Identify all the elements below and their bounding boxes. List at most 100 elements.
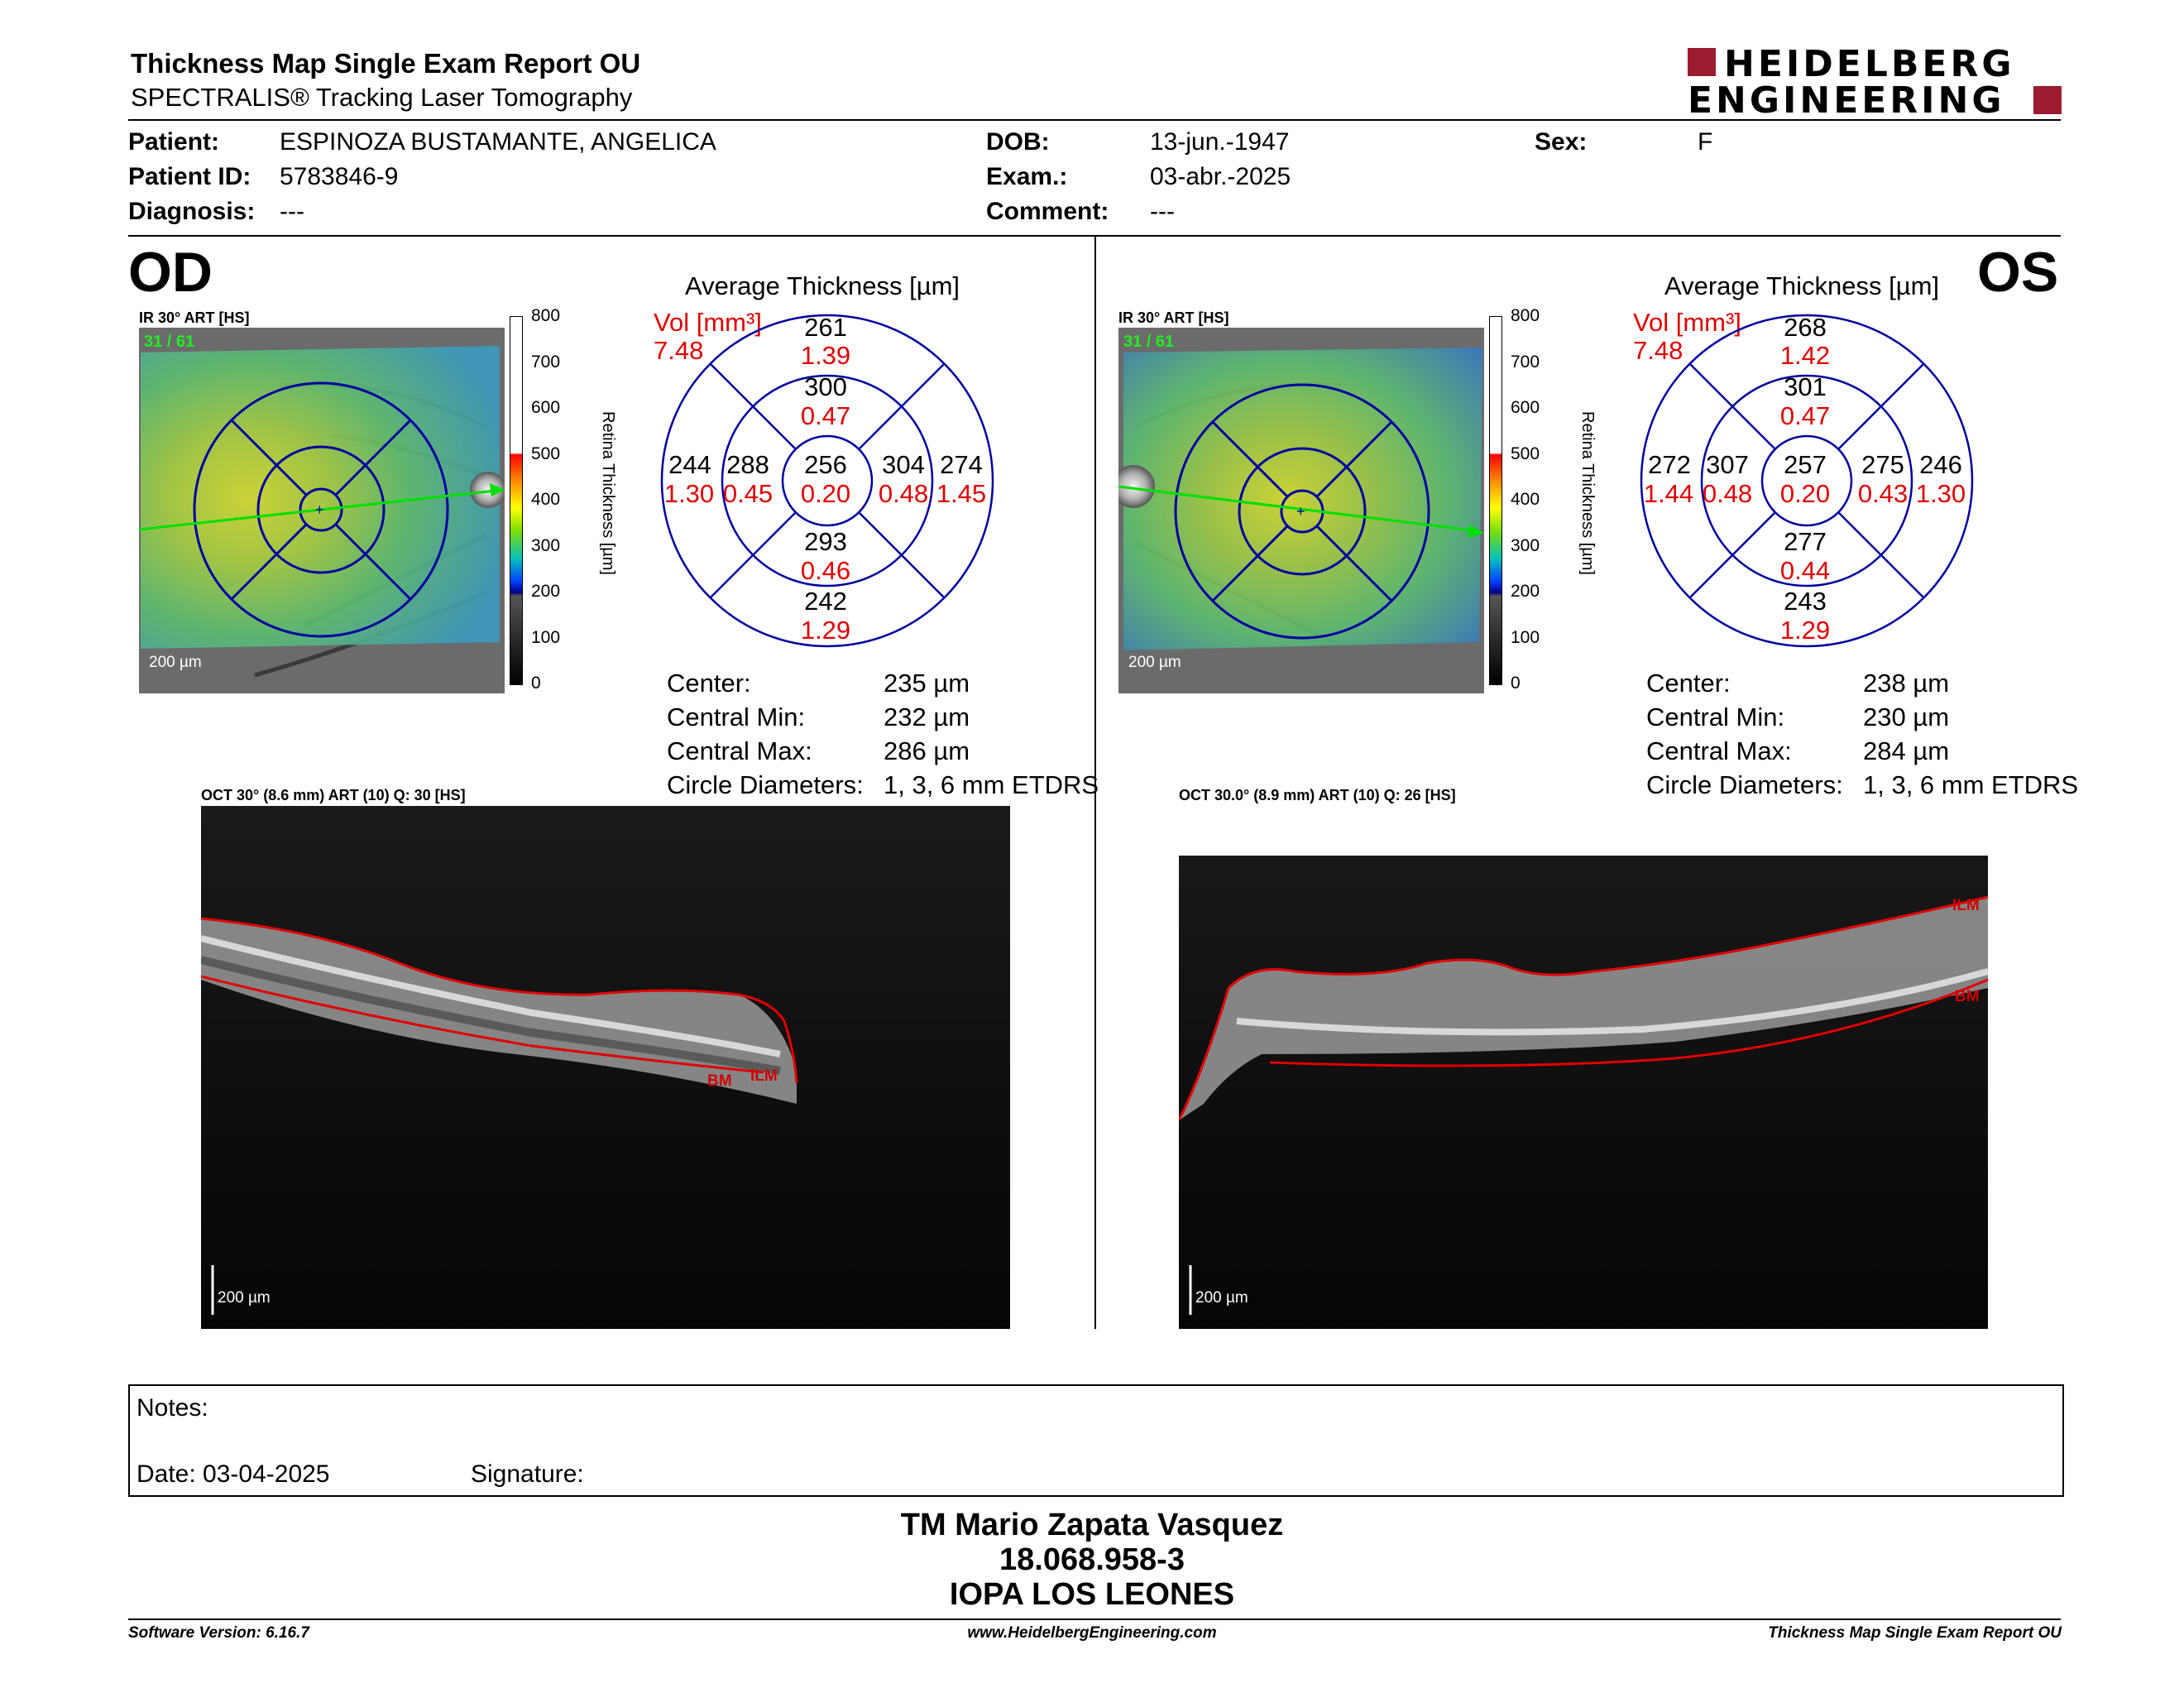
od-stat-max-label: Central Max: xyxy=(667,736,812,765)
os-inner-sup-volume: 0.47 xyxy=(1779,401,1831,430)
od-ir-caption: IR 30° ART [HS] xyxy=(139,309,250,326)
od-inner-inf-thickness: 293 xyxy=(804,527,847,556)
patient-divider xyxy=(128,235,2061,237)
od-tick-200: 200 xyxy=(531,582,561,601)
os-inner-right-volume: 0.43 xyxy=(1857,479,1909,508)
os-outer-inf-thickness: 243 xyxy=(1784,587,1827,616)
signer-id: 18.068.958-3 xyxy=(999,1542,1185,1577)
od-stat-diam-value: 1, 3, 6 mm ETDRS xyxy=(884,770,1099,799)
os-stat-diam-label: Circle Diameters: xyxy=(1646,770,1843,799)
od-oct-image: 200 µm ILM BM xyxy=(201,806,1010,1329)
od-ir-image: + 31 / 61 200 µm xyxy=(138,328,506,693)
os-tick-300: 300 xyxy=(1511,536,1540,555)
os-inner-inf-volume: 0.44 xyxy=(1779,556,1831,585)
signature-label: Signature: xyxy=(471,1460,584,1488)
od-inner-left-volume: 0.45 xyxy=(722,479,774,508)
os-tick-200: 200 xyxy=(1511,582,1540,601)
od-outer-left-volume: 1.30 xyxy=(663,479,715,508)
os-bm-label: BM xyxy=(1955,988,1980,1005)
eye-label-od: OD xyxy=(128,241,213,304)
od-inner-right-volume: 0.48 xyxy=(878,479,929,508)
os-outer-inf-volume: 1.29 xyxy=(1779,616,1831,645)
logo-square-top xyxy=(1688,48,1716,76)
od-tick-700: 700 xyxy=(531,352,561,372)
os-tick-0: 0 xyxy=(1511,674,1521,693)
os-center-volume: 0.20 xyxy=(1779,479,1831,508)
os-inner-right-thickness: 275 xyxy=(1861,450,1904,479)
od-tick-600: 600 xyxy=(531,398,561,417)
od-colorbar-scale xyxy=(510,316,523,685)
os-tick-500: 500 xyxy=(1511,444,1540,463)
od-avg-title: Average Thickness [µm] xyxy=(685,271,960,300)
od-ilm-label: ILM xyxy=(750,1067,778,1085)
os-center-thickness: 257 xyxy=(1784,450,1827,479)
notes-date: Date: 03-04-2025 xyxy=(136,1460,330,1488)
comment-label: Comment: xyxy=(986,198,1109,225)
od-oct-caption: OCT 30° (8.6 mm) ART (10) Q: 30 [HS] xyxy=(201,787,466,803)
svg-text:+: + xyxy=(315,501,324,518)
exam-date: 03-abr.-2025 xyxy=(1150,163,1291,190)
signer-name: TM Mario Zapata Vasquez xyxy=(900,1508,1284,1542)
os-tick-800: 800 xyxy=(1511,306,1540,325)
os-vol-total: 7.48 xyxy=(1633,336,1684,365)
heidelberg-logo: HEIDELBERG ENGINEERING xyxy=(1688,43,2068,122)
eye-divider xyxy=(1094,237,1096,1329)
od-colorbar: 800 700 600 500 400 300 200 100 0 Retina… xyxy=(510,306,617,693)
os-colorbar: 800 700 600 500 400 300 200 100 0 Retina… xyxy=(1489,306,1597,693)
od-thickness-map: + xyxy=(138,328,506,693)
os-stat-min-label: Central Min: xyxy=(1646,703,1785,731)
os-oct-image: 200 µm ILM BM xyxy=(1179,806,1988,1329)
patient-id-label: Patient ID: xyxy=(128,163,251,190)
report-subtitle: SPECTRALIS® Tracking Laser Tomography xyxy=(131,83,633,112)
os-ilm-label: ILM xyxy=(1952,897,1980,914)
os-inner-inf-thickness: 277 xyxy=(1784,527,1827,556)
os-tick-400: 400 xyxy=(1511,490,1540,509)
od-outer-right-thickness: 274 xyxy=(940,450,983,479)
os-inner-sup-thickness: 301 xyxy=(1784,372,1827,401)
os-inner-left-thickness: 307 xyxy=(1706,450,1749,479)
dob: 13-jun.-1947 xyxy=(1150,128,1290,156)
od-ir-scale: 200 µm xyxy=(149,654,202,671)
notes-box[interactable]: Notes: Date: 03-04-2025 Signature: xyxy=(128,1384,2064,1497)
os-ir-quality: 31 / 61 xyxy=(1123,333,1175,351)
os-stat-max-label: Central Max: xyxy=(1646,736,1792,765)
sex: F xyxy=(1698,128,1713,156)
website-link[interactable]: www.HeidelbergEngineering.com xyxy=(967,1624,1217,1642)
os-outer-right-volume: 1.30 xyxy=(1915,479,1966,508)
od-tick-800: 800 xyxy=(531,306,561,325)
od-outer-sup-thickness: 261 xyxy=(804,313,847,342)
od-stat-min-value: 232 µm xyxy=(884,703,970,731)
os-outer-left-volume: 1.44 xyxy=(1643,479,1694,508)
os-stat-center-label: Center: xyxy=(1646,669,1731,698)
os-colorbar-scale xyxy=(1489,316,1502,685)
os-vol-label: Vol [mm³] xyxy=(1633,308,1741,337)
notes-label: Notes: xyxy=(136,1394,208,1422)
od-stat-max-value: 286 µm xyxy=(884,736,970,765)
logo-square-bottom xyxy=(2033,86,2062,114)
diagnosis-label: Diagnosis: xyxy=(128,198,256,225)
od-stat-diam-label: Circle Diameters: xyxy=(667,770,864,799)
patient-name: ESPINOZA BUSTAMANTE, ANGELICA xyxy=(280,128,716,156)
od-outer-left-thickness: 244 xyxy=(668,450,711,479)
comment: --- xyxy=(1150,198,1175,225)
software-version: Software Version: 6.16.7 xyxy=(128,1624,309,1642)
od-tick-400: 400 xyxy=(531,490,561,509)
logo-line-2: ENGINEERING xyxy=(1688,79,2005,122)
od-outer-inf-thickness: 242 xyxy=(804,587,847,616)
report-title: Thickness Map Single Exam Report OU xyxy=(131,48,641,79)
os-etdrs-grid xyxy=(1637,311,1976,650)
od-outer-sup-volume: 1.39 xyxy=(800,341,851,370)
od-colorbar-label: Retina Thickness [µm] xyxy=(599,411,617,575)
footer-report-name: Thickness Map Single Exam Report OU xyxy=(1768,1624,2062,1642)
header-divider xyxy=(128,119,2061,121)
os-colorbar-label: Retina Thickness [µm] xyxy=(1578,411,1597,575)
os-oct-caption: OCT 30.0° (8.9 mm) ART (10) Q: 26 [HS] xyxy=(1179,787,1456,803)
os-stat-min-value: 230 µm xyxy=(1863,703,1950,731)
od-inner-left-thickness: 288 xyxy=(726,450,769,479)
od-vol-total: 7.48 xyxy=(654,336,704,365)
od-etdrs-grid xyxy=(658,311,997,650)
os-inner-left-volume: 0.48 xyxy=(1702,479,1753,508)
od-center-thickness: 256 xyxy=(804,450,847,479)
os-tick-700: 700 xyxy=(1511,352,1540,372)
os-ir-caption: IR 30° ART [HS] xyxy=(1118,309,1229,326)
